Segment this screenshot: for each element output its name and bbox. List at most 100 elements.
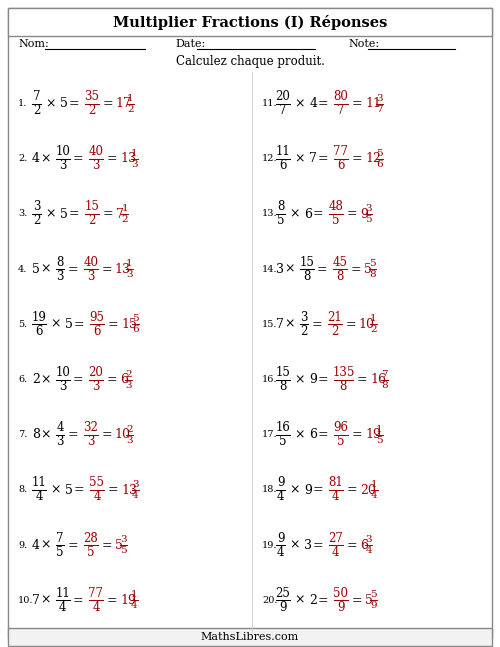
Text: 7: 7 (33, 90, 40, 103)
Text: 77: 77 (334, 146, 348, 159)
Text: 4: 4 (59, 601, 66, 614)
Text: ×: × (50, 483, 60, 496)
Text: 8: 8 (303, 270, 310, 283)
Text: 4: 4 (277, 545, 284, 559)
Text: 5: 5 (366, 215, 372, 224)
Text: 6: 6 (337, 159, 344, 172)
Text: 17: 17 (116, 97, 132, 110)
Text: ×: × (289, 208, 300, 221)
Text: 19: 19 (32, 311, 46, 324)
Text: 5: 5 (364, 263, 372, 276)
Text: 3: 3 (126, 270, 132, 280)
Text: 5: 5 (365, 594, 373, 607)
Text: ×: × (289, 483, 300, 496)
Text: ×: × (289, 539, 300, 552)
Text: 2: 2 (331, 325, 338, 338)
Text: 5: 5 (132, 314, 138, 324)
Text: 21: 21 (328, 311, 342, 324)
Text: 3: 3 (33, 201, 40, 214)
Text: 13: 13 (115, 263, 131, 276)
Text: 5: 5 (60, 97, 68, 110)
Text: 81: 81 (328, 476, 343, 490)
Text: ×: × (45, 97, 56, 110)
Text: =: = (72, 373, 83, 386)
Text: 15: 15 (276, 366, 290, 379)
Text: 11: 11 (32, 476, 46, 490)
Text: 20: 20 (276, 90, 290, 103)
Text: 3: 3 (366, 535, 372, 544)
Text: 5: 5 (280, 435, 287, 448)
Text: 3: 3 (376, 94, 382, 103)
Text: =: = (68, 539, 78, 552)
Text: 3: 3 (92, 380, 100, 393)
Text: 16: 16 (276, 421, 290, 434)
Text: =: = (102, 208, 113, 221)
Text: =: = (106, 152, 118, 165)
Text: =: = (108, 483, 118, 496)
Text: 5.: 5. (18, 320, 27, 329)
Text: 3: 3 (126, 380, 132, 389)
Text: 4: 4 (309, 97, 317, 110)
Text: =: = (74, 318, 84, 331)
Text: 2: 2 (122, 215, 128, 224)
Text: 3: 3 (304, 539, 312, 552)
Text: =: = (346, 208, 357, 221)
Text: ×: × (40, 263, 51, 276)
Text: 28: 28 (84, 532, 98, 545)
Text: 1: 1 (126, 259, 132, 269)
Text: 8: 8 (32, 428, 40, 441)
Text: 9: 9 (280, 601, 287, 614)
Text: 77: 77 (88, 587, 104, 600)
Text: 6: 6 (376, 160, 382, 169)
Text: 7: 7 (337, 104, 344, 117)
Text: 3: 3 (56, 270, 64, 283)
Text: 7.: 7. (18, 430, 28, 439)
Text: 3: 3 (56, 435, 64, 448)
Text: 5: 5 (32, 263, 40, 276)
Text: =: = (318, 97, 328, 110)
Text: 4: 4 (371, 491, 378, 500)
Text: =: = (318, 152, 328, 165)
Text: 6: 6 (360, 539, 368, 552)
Text: =: = (318, 373, 328, 386)
Text: 5: 5 (120, 546, 127, 555)
Text: =: = (350, 263, 362, 276)
Text: 12: 12 (365, 152, 381, 165)
Text: 48: 48 (328, 201, 343, 214)
Text: 3: 3 (131, 160, 138, 169)
Text: 16: 16 (370, 373, 386, 386)
Text: 5: 5 (370, 259, 376, 269)
Text: 9: 9 (309, 373, 317, 386)
Text: 4.: 4. (18, 265, 28, 274)
Text: 8: 8 (340, 380, 347, 393)
Text: 6: 6 (120, 373, 128, 386)
Text: 19.: 19. (262, 541, 278, 550)
Text: 6: 6 (304, 208, 312, 221)
Text: 12.: 12. (262, 154, 278, 163)
Text: 9: 9 (370, 602, 377, 610)
Text: 9: 9 (304, 483, 312, 496)
Text: 8: 8 (381, 380, 388, 389)
Text: =: = (346, 483, 357, 496)
Text: ×: × (294, 152, 304, 165)
Text: 7: 7 (309, 152, 317, 165)
Text: =: = (102, 428, 112, 441)
Text: 9: 9 (277, 532, 284, 545)
Text: =: = (102, 539, 112, 552)
Text: 11: 11 (56, 587, 70, 600)
Text: 5: 5 (65, 483, 73, 496)
Text: =: = (318, 594, 328, 607)
Text: 4: 4 (131, 602, 138, 610)
Text: 3: 3 (300, 311, 308, 324)
Text: =: = (312, 318, 322, 331)
Text: 9: 9 (337, 601, 344, 614)
Text: 10: 10 (55, 146, 70, 159)
Text: 2.: 2. (18, 154, 28, 163)
Text: 5: 5 (60, 208, 68, 221)
Text: =: = (352, 428, 362, 441)
Text: ×: × (284, 318, 295, 331)
Text: 2: 2 (370, 325, 376, 334)
Text: 6: 6 (93, 325, 100, 338)
Text: =: = (346, 318, 356, 331)
Text: 13: 13 (120, 152, 136, 165)
